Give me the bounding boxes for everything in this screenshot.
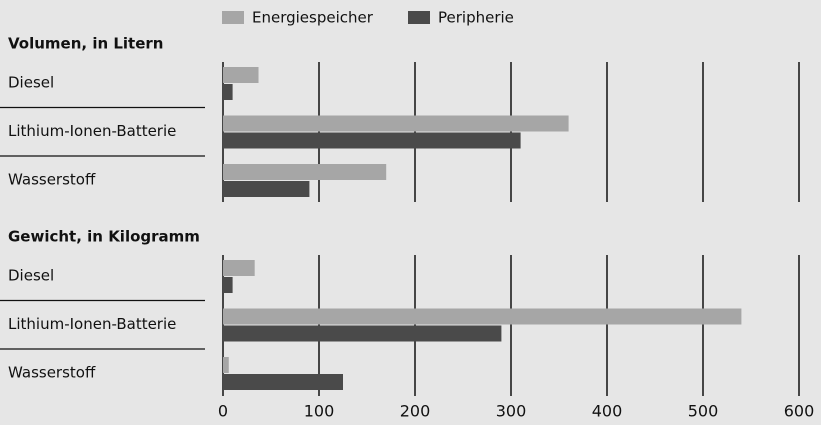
bar <box>223 308 742 325</box>
x-tick-label: 200 <box>400 402 431 421</box>
bar <box>223 374 343 390</box>
bar <box>223 277 233 293</box>
x-tick-label: 500 <box>688 402 719 421</box>
legend-swatch <box>408 11 430 24</box>
x-tick-label: 100 <box>304 402 335 421</box>
bar <box>223 357 229 373</box>
panel-title: Gewicht, in Kilogramm <box>8 228 200 246</box>
bar <box>223 67 259 83</box>
category-label: Lithium-Ionen-Batterie <box>8 315 176 333</box>
bar <box>223 164 387 180</box>
bar <box>223 260 255 276</box>
category-label: Wasserstoff <box>8 171 96 189</box>
legend-label: Peripherie <box>438 9 514 27</box>
panel-title: Volumen, in Litern <box>8 35 163 53</box>
bar <box>223 132 521 149</box>
x-tick-label: 400 <box>592 402 623 421</box>
x-tick-label: 300 <box>496 402 527 421</box>
bar <box>223 181 310 197</box>
category-label: Wasserstoff <box>8 364 96 382</box>
category-label: Diesel <box>8 74 54 92</box>
bar <box>223 325 502 342</box>
x-tick-label: 0 <box>218 402 228 421</box>
bar <box>223 115 569 132</box>
legend-swatch <box>222 11 244 24</box>
category-label: Lithium-Ionen-Batterie <box>8 122 176 140</box>
category-label: Diesel <box>8 267 54 285</box>
x-tick-label: 600 <box>784 402 815 421</box>
legend-label: Energiespeicher <box>252 9 374 27</box>
bar <box>223 84 233 100</box>
